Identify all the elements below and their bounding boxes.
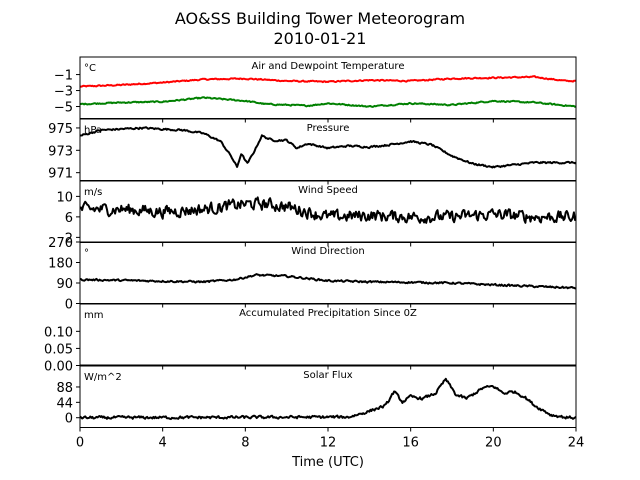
x-tick-label: 20 bbox=[485, 436, 502, 451]
panel-0: −5−3−1 °C Air and Dewpoint Temperature bbox=[54, 56, 577, 123]
y-tick-label: 2 bbox=[65, 231, 73, 246]
panel-4: 0.00 0.05 0.10 mm Accumulated Precipitation … bbox=[44, 303, 577, 375]
y-tick-label: 973 bbox=[48, 144, 73, 159]
y-tick-label: 90 bbox=[56, 277, 73, 292]
series-line-1-0 bbox=[80, 126, 576, 169]
panel-unit-label: °C bbox=[84, 63, 96, 74]
series-line-3-0 bbox=[80, 273, 576, 290]
series-line-2-0 bbox=[80, 196, 576, 224]
panel-2: 2 6 10 m/s Wind Speed bbox=[56, 180, 577, 247]
x-axis: 0 4 8 12 16 20 24 bbox=[76, 436, 584, 451]
panel-title: Wind Speed bbox=[298, 185, 358, 196]
y-tick-label: 0.00 bbox=[44, 360, 73, 375]
y-tick-label: 0.10 bbox=[44, 325, 73, 340]
panel-unit-label: W/m^2 bbox=[84, 372, 122, 383]
y-tick-label: −1 bbox=[54, 69, 73, 84]
y-tick-label: −3 bbox=[54, 85, 73, 100]
panel-title: Pressure bbox=[307, 123, 350, 134]
panel-unit-label: m/s bbox=[84, 187, 102, 198]
figure-date: 2010-01-21 bbox=[274, 29, 367, 48]
panel-1: 971 973 975 hPa Pressure bbox=[48, 118, 577, 185]
panel-title: Air and Dewpoint Temperature bbox=[252, 61, 405, 72]
panel-title: Wind Direction bbox=[291, 246, 365, 257]
x-tick-label: 12 bbox=[320, 436, 337, 451]
y-tick-label: 971 bbox=[48, 167, 73, 182]
series-line-0-0 bbox=[80, 75, 576, 88]
x-tick-label: 8 bbox=[241, 436, 249, 451]
y-tick-label: 0.05 bbox=[44, 342, 73, 357]
figure-title: AO&SS Building Tower Meteorogram bbox=[175, 9, 465, 28]
y-tick-label: 0 bbox=[65, 298, 73, 313]
panel-3: 0 90 180 270 ° Wind Direction bbox=[48, 236, 577, 313]
x-tick-label: 4 bbox=[159, 436, 167, 451]
y-tick-label: 6 bbox=[65, 211, 73, 226]
panel-unit-label: ° bbox=[84, 248, 89, 259]
y-tick-label: 180 bbox=[48, 257, 73, 272]
y-tick-label: 270 bbox=[48, 236, 73, 251]
x-axis-label: Time (UTC) bbox=[291, 455, 364, 470]
series-line-5-0 bbox=[80, 377, 576, 421]
panel-title: Accumulated Precipitation Since 0Z bbox=[239, 308, 417, 319]
y-tick-label: −5 bbox=[54, 101, 73, 116]
panel-title: Solar Flux bbox=[303, 370, 353, 381]
y-tick-label: 975 bbox=[48, 122, 73, 137]
panels: −5−3−1°C Air and Dewpoint Temperature9719… bbox=[44, 56, 577, 432]
series-line-0-1 bbox=[80, 96, 576, 108]
y-tick-label: 10 bbox=[56, 190, 73, 205]
x-tick-label: 24 bbox=[568, 436, 585, 451]
panel-unit-label: mm bbox=[84, 310, 103, 321]
x-tick-label: 16 bbox=[402, 436, 419, 451]
y-tick-label: 88 bbox=[56, 381, 73, 396]
x-tick-label: 0 bbox=[76, 436, 84, 451]
panel-unit-label: hPa bbox=[84, 125, 102, 136]
y-tick-label: 0 bbox=[65, 412, 73, 427]
y-tick-label: 44 bbox=[56, 396, 73, 411]
